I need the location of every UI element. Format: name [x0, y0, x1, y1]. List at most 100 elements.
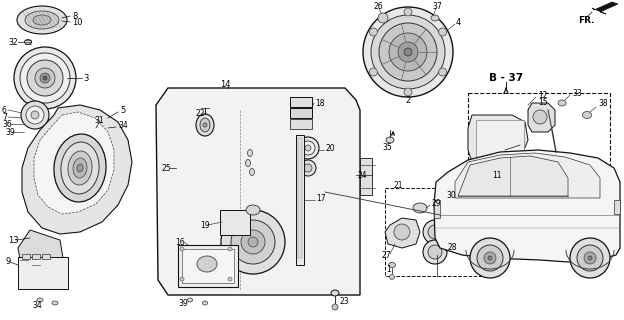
Bar	[434, 200, 440, 218]
Text: 17: 17	[316, 194, 326, 203]
Circle shape	[394, 224, 410, 240]
Bar	[182, 249, 234, 283]
Ellipse shape	[14, 47, 76, 109]
Ellipse shape	[245, 159, 250, 166]
Ellipse shape	[31, 111, 39, 119]
Ellipse shape	[431, 15, 439, 21]
Circle shape	[389, 275, 394, 279]
Bar	[476, 120, 524, 158]
Circle shape	[180, 247, 184, 251]
Circle shape	[180, 277, 184, 281]
Circle shape	[248, 237, 258, 247]
Ellipse shape	[61, 142, 99, 194]
Text: 16: 16	[175, 237, 185, 246]
Bar	[385, 188, 490, 276]
Polygon shape	[528, 103, 555, 132]
Text: 5: 5	[120, 106, 125, 115]
Ellipse shape	[197, 256, 217, 272]
Bar	[18, 257, 68, 289]
Ellipse shape	[73, 158, 87, 178]
Text: 21: 21	[393, 180, 402, 189]
Ellipse shape	[24, 39, 31, 44]
Text: 14: 14	[220, 79, 230, 89]
Polygon shape	[22, 105, 132, 234]
Circle shape	[369, 68, 378, 76]
Circle shape	[423, 240, 447, 264]
Text: 29: 29	[432, 198, 442, 207]
Text: 31: 31	[94, 116, 104, 124]
Circle shape	[428, 245, 442, 259]
Text: 13: 13	[8, 236, 19, 244]
Ellipse shape	[187, 298, 192, 302]
Circle shape	[439, 68, 447, 76]
Ellipse shape	[300, 160, 316, 176]
Ellipse shape	[68, 151, 92, 185]
Bar	[438, 198, 466, 212]
Bar	[42, 254, 50, 259]
Ellipse shape	[389, 262, 396, 268]
Ellipse shape	[43, 76, 47, 80]
Ellipse shape	[35, 68, 55, 88]
Circle shape	[404, 8, 412, 16]
Ellipse shape	[297, 137, 319, 159]
Text: 28: 28	[447, 243, 457, 252]
Bar	[296, 135, 304, 265]
Text: 39: 39	[5, 127, 15, 137]
Ellipse shape	[305, 145, 311, 151]
Text: 4: 4	[456, 18, 461, 27]
Text: 24: 24	[358, 171, 368, 180]
Bar	[178, 245, 238, 287]
Ellipse shape	[20, 53, 70, 103]
Circle shape	[533, 110, 547, 124]
Circle shape	[588, 256, 592, 260]
Ellipse shape	[203, 123, 207, 127]
Text: FR.: FR.	[578, 15, 595, 25]
Text: 39: 39	[178, 299, 188, 308]
Circle shape	[470, 238, 510, 278]
Ellipse shape	[54, 134, 106, 202]
Text: 22: 22	[196, 108, 205, 117]
Ellipse shape	[17, 6, 67, 34]
Text: 19: 19	[200, 220, 210, 229]
Text: 33: 33	[572, 89, 582, 98]
Bar	[290, 108, 312, 118]
Polygon shape	[18, 230, 65, 278]
Circle shape	[577, 245, 603, 271]
Ellipse shape	[404, 48, 412, 56]
Polygon shape	[385, 218, 420, 248]
Circle shape	[231, 220, 275, 264]
Ellipse shape	[398, 42, 418, 62]
Circle shape	[332, 304, 338, 310]
Polygon shape	[455, 153, 600, 198]
Text: 7: 7	[2, 113, 7, 122]
Text: 34: 34	[32, 300, 42, 309]
Text: 30: 30	[446, 190, 456, 199]
Circle shape	[439, 28, 447, 36]
Text: 10: 10	[72, 18, 82, 27]
Ellipse shape	[77, 164, 83, 172]
Bar	[220, 210, 250, 235]
Text: B - 37: B - 37	[489, 73, 523, 83]
Text: 23: 23	[340, 298, 349, 307]
Text: 32: 32	[8, 37, 17, 46]
Circle shape	[423, 220, 447, 244]
Ellipse shape	[379, 23, 437, 81]
Ellipse shape	[196, 114, 214, 136]
Text: 18: 18	[315, 99, 324, 108]
Circle shape	[221, 210, 285, 274]
Polygon shape	[458, 156, 568, 196]
Ellipse shape	[558, 100, 566, 106]
Circle shape	[428, 225, 442, 239]
Circle shape	[228, 247, 232, 251]
Ellipse shape	[200, 118, 210, 132]
Text: 11: 11	[492, 171, 502, 180]
Polygon shape	[34, 112, 114, 214]
Text: 12: 12	[538, 91, 547, 100]
Ellipse shape	[203, 301, 208, 305]
Circle shape	[477, 245, 503, 271]
Ellipse shape	[301, 141, 315, 155]
Text: 27: 27	[382, 251, 392, 260]
Circle shape	[570, 238, 610, 278]
Circle shape	[228, 277, 232, 281]
Bar	[298, 138, 302, 258]
